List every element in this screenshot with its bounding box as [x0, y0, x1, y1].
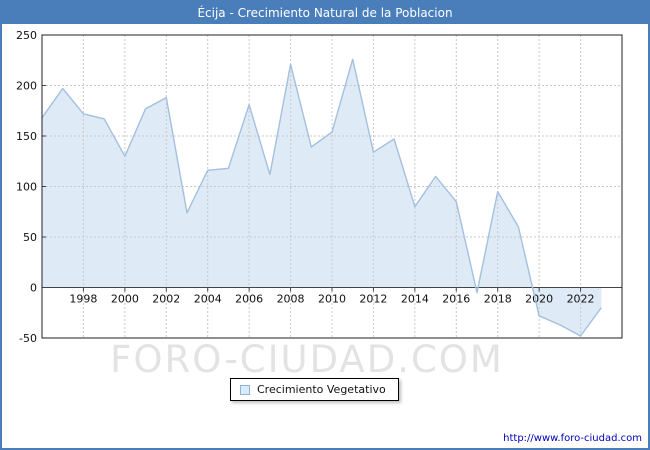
x-tick-label: 1998 — [69, 293, 97, 306]
x-tick-label: 2002 — [152, 293, 180, 306]
footer-link[interactable]: http://www.foro-ciudad.com — [503, 433, 642, 444]
plot-border — [41, 34, 623, 339]
y-tick-label: 250 — [16, 29, 37, 42]
x-tick-label: 2010 — [318, 293, 346, 306]
x-tick-label: 2022 — [567, 293, 595, 306]
x-tick-label: 2008 — [277, 293, 305, 306]
y-tick-label: 200 — [16, 80, 37, 93]
y-tick-label: 150 — [16, 130, 37, 143]
x-tick-label: 2000 — [111, 293, 139, 306]
area-fill — [42, 59, 602, 336]
y-tick-label: 0 — [30, 282, 37, 295]
y-tick-label: -50 — [19, 332, 37, 345]
chart-title: Écija - Crecimiento Natural de la Poblac… — [2, 2, 648, 24]
x-tick-label: 2006 — [235, 293, 263, 306]
x-tick-label: 2004 — [194, 293, 222, 306]
x-tick-label: 2014 — [401, 293, 429, 306]
x-tick-label: 2018 — [484, 293, 512, 306]
y-tick-label: 100 — [16, 181, 37, 194]
legend: Crecimiento Vegetativo — [230, 378, 399, 401]
data-line — [41, 58, 602, 337]
x-tick-label: 2012 — [359, 293, 387, 306]
legend-marker-icon — [240, 384, 250, 395]
y-tick-label: 50 — [23, 231, 37, 244]
x-tick-label: 2016 — [442, 293, 470, 306]
legend-label: Crecimiento Vegetativo — [257, 383, 386, 396]
x-tick-label: 2020 — [525, 293, 553, 306]
